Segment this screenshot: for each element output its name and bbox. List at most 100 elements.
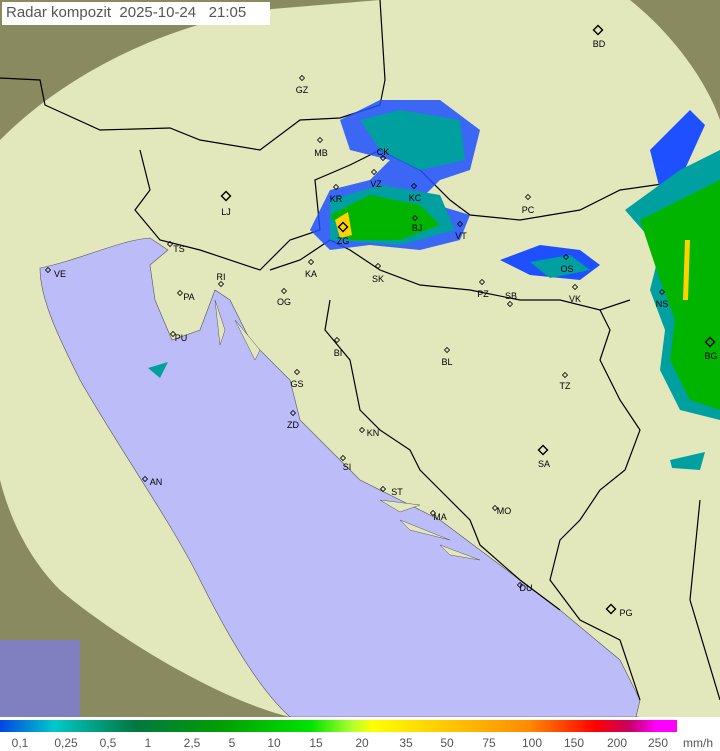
city-label: KN xyxy=(367,428,380,438)
city-marker-icon xyxy=(316,136,324,144)
legend-tick: 200 xyxy=(606,736,628,750)
city-an: AN xyxy=(141,475,163,487)
legend-tick: 150 xyxy=(563,736,585,750)
city-label: BI xyxy=(334,348,343,358)
city-label: SI xyxy=(343,462,352,472)
city-ns: NS xyxy=(656,288,668,309)
city-label: KC xyxy=(409,193,422,203)
city-tz: TZ xyxy=(560,371,571,391)
city-marker-icon xyxy=(592,24,604,36)
city-pz: PZ xyxy=(477,278,489,299)
city-label: VT xyxy=(455,231,467,241)
city-marker-icon xyxy=(524,193,532,201)
city-kr: KR xyxy=(330,183,343,204)
city-vk: VK xyxy=(569,283,581,304)
city-label: OS xyxy=(560,264,573,274)
city-marker-icon xyxy=(358,426,366,434)
city-label: LJ xyxy=(221,207,231,217)
legend-color-scale xyxy=(0,720,677,732)
city-marker-icon xyxy=(169,330,177,338)
city-marker-icon xyxy=(605,603,617,615)
city-label: MB xyxy=(314,148,328,158)
city-bl: BL xyxy=(441,346,453,367)
city-label: PZ xyxy=(477,289,489,299)
city-label: MO xyxy=(497,506,512,516)
city-label: BD xyxy=(593,39,606,49)
city-ma: MA xyxy=(429,509,447,522)
city-label: GS xyxy=(290,379,303,389)
city-marker-icon xyxy=(166,240,174,248)
city-label: ZD xyxy=(287,420,299,430)
city-label: AN xyxy=(150,477,163,487)
adriatic-sea xyxy=(39,237,641,717)
city-gz: GZ xyxy=(296,74,309,95)
radar-map[interactable]: BD GZ MB CK KR VZ KC PC LJ TS VE ZG BJ VT KA SK RI PA OG PZ… xyxy=(0,0,720,717)
city-marker-icon xyxy=(44,266,52,274)
city-gs: GS xyxy=(290,368,304,389)
city-marker-icon xyxy=(571,283,579,291)
legend-tick: 5 xyxy=(228,736,236,750)
city-og: OG xyxy=(277,287,291,307)
city-label: PU xyxy=(175,333,188,343)
outer-sea xyxy=(0,640,80,717)
city-label: KR xyxy=(330,194,343,204)
city-label: SK xyxy=(372,274,384,284)
city-marker-icon xyxy=(456,220,464,228)
city-sa: SA xyxy=(537,444,550,469)
city-st: ST xyxy=(379,485,403,497)
legend-tick: 1 xyxy=(144,736,152,750)
city-marker-icon xyxy=(562,253,570,261)
city-label: SB xyxy=(505,291,517,301)
city-bg: BG xyxy=(704,336,718,361)
city-marker-icon xyxy=(443,346,451,354)
legend-tick: 10 xyxy=(267,736,281,750)
city-ka: KA xyxy=(305,258,317,279)
city-label: PC xyxy=(522,205,535,215)
legend-tick: 50 xyxy=(440,736,454,750)
city-marker-icon xyxy=(141,475,149,483)
city-label: PA xyxy=(183,292,194,302)
city-pc: PC xyxy=(522,193,535,215)
legend-tick: 0,5 xyxy=(99,736,117,750)
city-marker-icon xyxy=(220,190,232,202)
city-mo: MO xyxy=(491,504,512,516)
city-marker-icon xyxy=(370,168,378,176)
city-label: ZG xyxy=(337,236,350,246)
city-label: TS xyxy=(173,244,185,254)
city-marker-icon xyxy=(332,183,340,191)
city-mb: MB xyxy=(314,136,328,158)
city-vz: VZ xyxy=(370,168,382,189)
city-label: VK xyxy=(569,294,581,304)
city-marker-icon xyxy=(339,454,347,462)
city-si: SI xyxy=(339,454,352,472)
city-pa: PA xyxy=(176,289,195,302)
city-sb: SB xyxy=(505,291,517,308)
city-label: MA xyxy=(433,512,447,522)
city-label: BG xyxy=(704,351,717,361)
city-zd: ZD xyxy=(287,409,299,430)
city-label: ST xyxy=(391,487,403,497)
city-marker-icon xyxy=(491,504,499,512)
city-marker-icon xyxy=(411,214,419,222)
city-bd: BD xyxy=(592,24,606,49)
city-label: GZ xyxy=(296,85,309,95)
title-time: 21:05 xyxy=(208,4,247,21)
city-label: DU xyxy=(520,583,533,593)
city-marker-icon xyxy=(561,371,569,379)
city-label: SA xyxy=(538,459,550,469)
city-marker-icon xyxy=(379,485,387,493)
city-bj: BJ xyxy=(411,214,422,233)
city-marker-icon xyxy=(410,182,418,190)
city-marker-icon xyxy=(217,280,225,288)
city-label: RI xyxy=(217,272,226,282)
city-label: KA xyxy=(305,269,317,279)
city-marker-icon xyxy=(333,336,341,344)
city-os: OS xyxy=(560,253,574,274)
city-marker-icon xyxy=(537,444,549,456)
city-label: BL xyxy=(441,357,452,367)
map-title: Radar kompozit 2025-10-24 21:05 xyxy=(2,2,270,25)
city-markers: BD GZ MB CK KR VZ KC PC LJ TS VE ZG BJ VT KA SK RI PA OG PZ… xyxy=(44,24,718,618)
city-label: OG xyxy=(277,297,291,307)
city-label: CK xyxy=(377,147,390,157)
